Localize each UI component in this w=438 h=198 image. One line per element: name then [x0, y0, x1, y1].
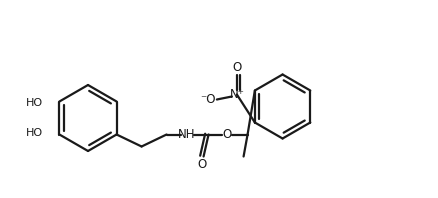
Text: ⁻O: ⁻O	[200, 93, 215, 106]
Text: NH: NH	[178, 128, 195, 141]
Text: O: O	[197, 158, 206, 171]
Text: O: O	[222, 128, 231, 141]
Text: HO: HO	[26, 97, 43, 108]
Text: N⁺: N⁺	[230, 88, 244, 101]
Text: O: O	[232, 61, 241, 74]
Text: HO: HO	[26, 129, 43, 138]
